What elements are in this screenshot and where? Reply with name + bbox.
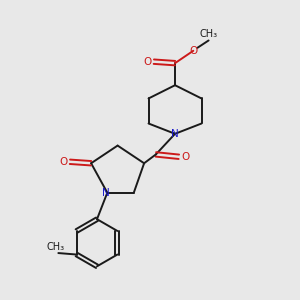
Text: CH₃: CH₃ [200, 29, 218, 39]
Text: O: O [189, 46, 197, 56]
Text: N: N [102, 188, 110, 198]
Text: N: N [171, 129, 179, 139]
Text: CH₃: CH₃ [47, 242, 65, 252]
Text: O: O [143, 57, 152, 67]
Text: O: O [59, 157, 68, 167]
Text: O: O [181, 152, 190, 162]
